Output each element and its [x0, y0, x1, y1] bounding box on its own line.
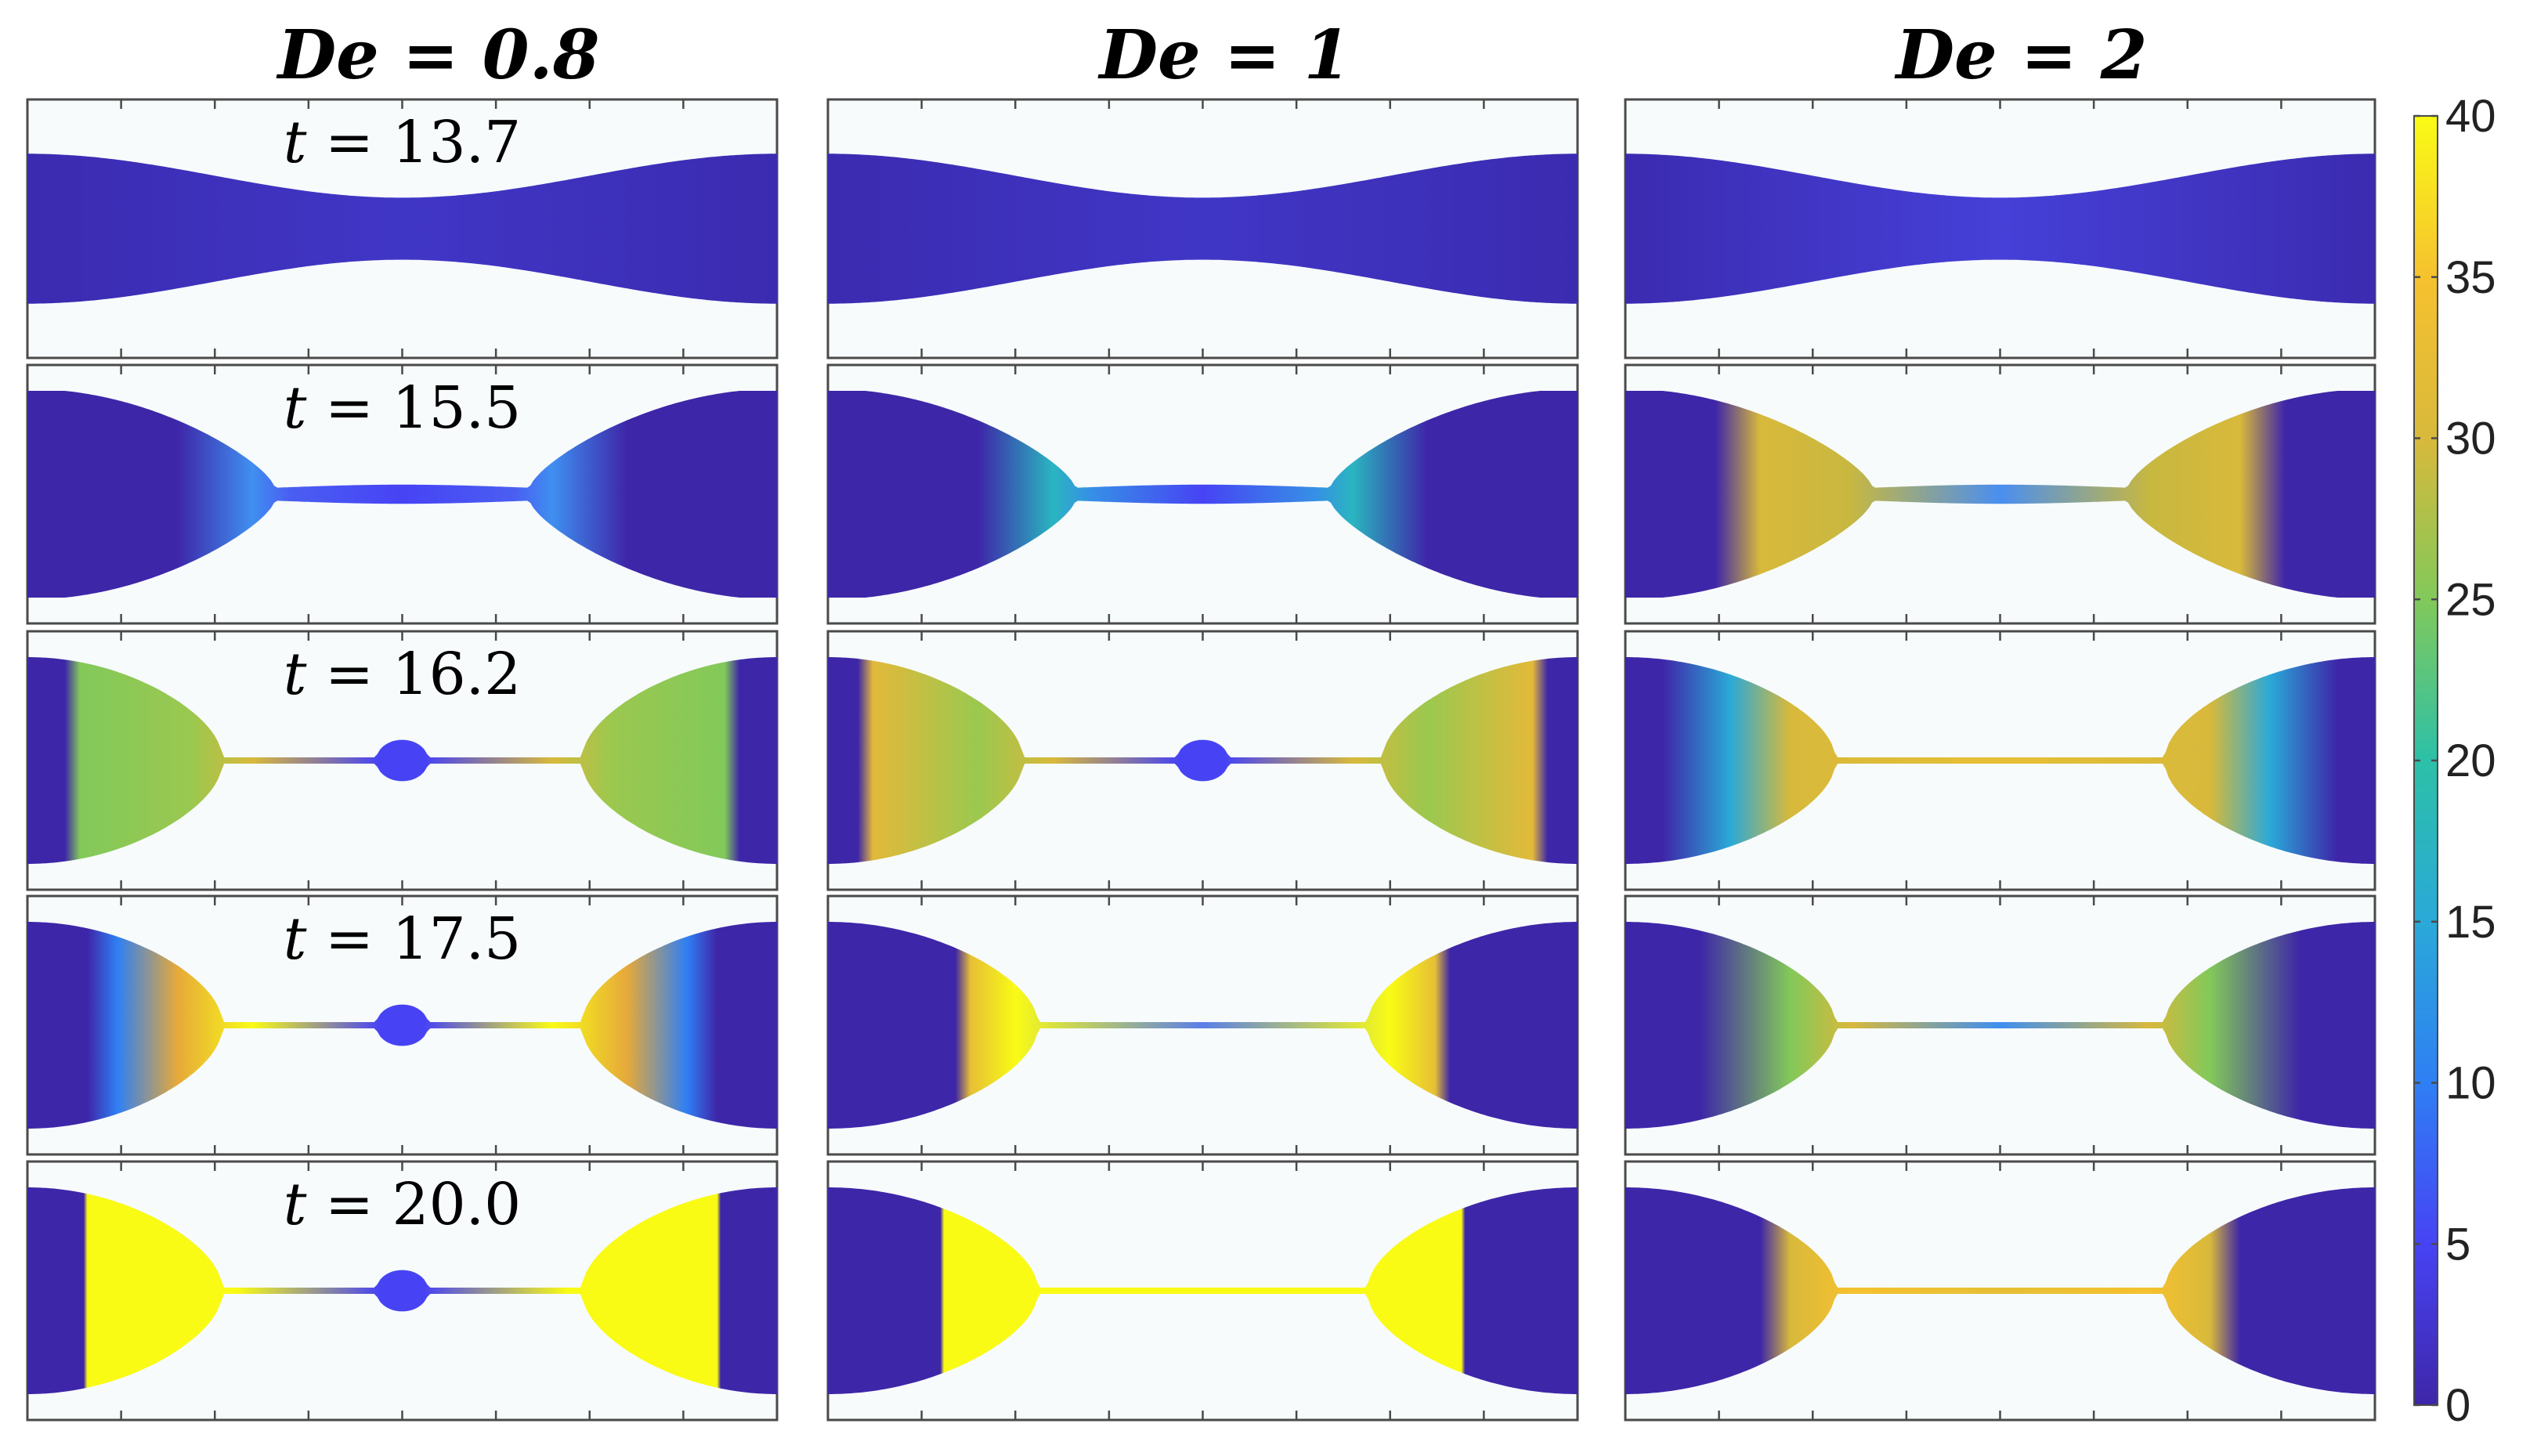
filament-r3-c1 [27, 657, 777, 864]
time-label-row-1: t = 13.7 [284, 109, 522, 176]
filament-r4-c3 [1625, 922, 2375, 1129]
filament-r1-c2 [828, 154, 1578, 304]
colorbar: 0 5 10 15 20 25 30 35 40 [2413, 91, 2496, 1431]
time-labels: t = 13.7 t = 15.5 t = 16.2 t = 17.5 t = 20.0 [284, 109, 522, 1238]
filament-r4-c1 [27, 922, 777, 1129]
panel-grid [26, 98, 2376, 1422]
panel-r4-c3 [1624, 894, 2376, 1156]
time-label-row-5: t = 20.0 [284, 1171, 522, 1238]
colorbar-tick-30: 30 [2445, 414, 2496, 464]
colorbar-tick-10: 10 [2445, 1058, 2496, 1109]
panel-r3-c2 [826, 630, 1579, 891]
panel-r1-c3 [1624, 98, 2376, 359]
filament-r5-c2 [828, 1187, 1578, 1394]
panel-r4-c2 [826, 894, 1579, 1156]
column-title-de-2: De = 2 [1893, 16, 2147, 95]
panel-r2-c2 [826, 363, 1579, 625]
filament-r2-c2 [828, 391, 1578, 598]
colorbar-tick-35: 35 [2445, 252, 2496, 303]
time-label-row-2: t = 15.5 [284, 374, 522, 442]
colorbar-tick-15: 15 [2445, 897, 2496, 948]
panel-r1-c2 [826, 98, 1579, 359]
time-label-row-4: t = 17.5 [284, 905, 522, 973]
colorbar-tick-40: 40 [2445, 91, 2496, 142]
column-title-de-1: De = 1 [1097, 16, 1350, 95]
panel-r5-c2 [826, 1160, 1579, 1422]
filament-r3-c3 [1625, 657, 2375, 864]
colorbar-tick-20: 20 [2445, 735, 2496, 786]
column-title-de-0.8: De = 0.8 [276, 16, 600, 95]
panel-r3-c3 [1624, 630, 2376, 891]
colorbar-tick-0: 0 [2445, 1380, 2470, 1431]
filament-r1-c3 [1625, 154, 2375, 304]
filament-r5-c3 [1625, 1187, 2375, 1394]
filament-r3-c2 [828, 657, 1578, 864]
panel-r5-c3 [1624, 1160, 2376, 1422]
filament-r2-c3 [1625, 391, 2375, 598]
panel-r5-c1 [26, 1160, 779, 1422]
panel-r1-c1 [26, 98, 779, 359]
panel-r2-c3 [1624, 363, 2376, 625]
filament-r5-c1 [27, 1187, 777, 1394]
panel-r3-c1 [26, 630, 779, 891]
time-label-row-3: t = 16.2 [284, 641, 522, 708]
colorbar-tick-5: 5 [2445, 1219, 2470, 1270]
filament-r4-c2 [828, 922, 1578, 1129]
colorbar-tick-25: 25 [2445, 574, 2496, 625]
panel-r2-c1 [26, 363, 779, 625]
panel-r4-c1 [26, 894, 779, 1156]
filament-r2-c1 [27, 391, 777, 598]
filament-r1-c1 [27, 154, 777, 304]
